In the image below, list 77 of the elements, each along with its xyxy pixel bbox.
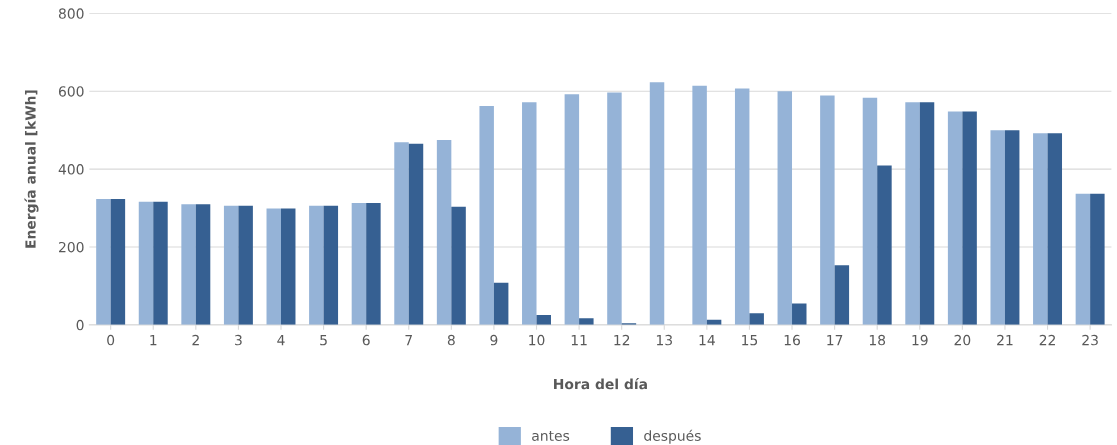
x-tick-label: 14 <box>699 335 715 346</box>
x-tick-label: 19 <box>912 334 928 346</box>
bar <box>947 111 963 325</box>
x-tick-label: 6 <box>362 334 370 346</box>
y-tick-label: 600 <box>58 86 84 97</box>
x-tick-label: 5 <box>320 335 327 346</box>
bar <box>522 102 537 325</box>
bar <box>223 205 239 325</box>
y-tick-label: 200 <box>59 241 84 253</box>
x-tick-label: 22 <box>1039 334 1055 346</box>
bar <box>792 303 807 325</box>
bar <box>564 94 580 325</box>
x-axis-title: Hora del día <box>554 378 647 390</box>
bar <box>990 130 1005 325</box>
bar <box>834 265 850 325</box>
x-tick-label: 15 <box>742 335 758 346</box>
bar <box>479 106 494 325</box>
bar <box>749 313 764 325</box>
bar <box>649 82 665 325</box>
bar <box>436 139 452 325</box>
x-tick-label: 10 <box>529 334 545 346</box>
x-tick-label: 7 <box>405 335 412 346</box>
bar <box>1004 130 1020 325</box>
y-tick-label: 800 <box>58 8 84 19</box>
x-tick-label: 4 <box>277 335 285 346</box>
x-tick-label: 8 <box>447 334 455 346</box>
bar <box>579 318 594 325</box>
legend-label: antes <box>532 430 570 441</box>
bar <box>734 88 750 325</box>
bar <box>153 201 168 325</box>
bar <box>493 282 509 325</box>
y-tick-label: 400 <box>58 164 84 175</box>
bar <box>1090 193 1105 325</box>
bar <box>266 208 281 325</box>
x-tick-label: 17 <box>827 335 843 346</box>
bar <box>366 202 381 325</box>
x-tick-label: 9 <box>490 334 498 346</box>
bar <box>1033 133 1048 325</box>
bar <box>877 165 892 325</box>
x-tick-label: 0 <box>107 334 115 346</box>
bar <box>820 95 835 325</box>
y-axis-title: Energía anual [kWh] <box>24 90 39 248</box>
x-tick-label: 13 <box>656 334 672 346</box>
bar <box>238 205 253 325</box>
bar <box>451 206 466 325</box>
legend-label: después <box>644 429 701 444</box>
x-tick-label: 21 <box>997 334 1013 346</box>
bar <box>309 205 324 325</box>
x-tick-label: 2 <box>192 334 199 346</box>
x-tick-label: 1 <box>150 335 157 346</box>
bar <box>394 142 409 325</box>
x-tick-label: 11 <box>571 335 587 346</box>
bar <box>351 202 367 325</box>
bar <box>408 143 424 325</box>
x-tick-label: 16 <box>784 334 800 346</box>
bar <box>692 85 707 325</box>
bar <box>1047 133 1063 325</box>
bar <box>1075 193 1091 325</box>
bar <box>962 111 977 325</box>
bar <box>110 199 126 325</box>
x-tick-label: 18 <box>869 334 886 346</box>
bar <box>323 205 339 325</box>
bar <box>281 208 296 325</box>
bar <box>777 91 793 325</box>
bar <box>96 199 111 325</box>
x-tick-label: 20 <box>954 334 971 346</box>
bar <box>195 204 211 325</box>
x-tick-label: 23 <box>1082 334 1098 346</box>
bar <box>905 102 920 325</box>
x-tick-label: 3 <box>235 334 242 346</box>
x-tick-label: 12 <box>614 334 630 346</box>
bar <box>138 201 154 325</box>
bar <box>181 204 196 325</box>
y-tick-label: 0 <box>76 319 84 331</box>
bar <box>862 97 878 325</box>
bar <box>607 92 622 325</box>
bar <box>919 102 935 325</box>
